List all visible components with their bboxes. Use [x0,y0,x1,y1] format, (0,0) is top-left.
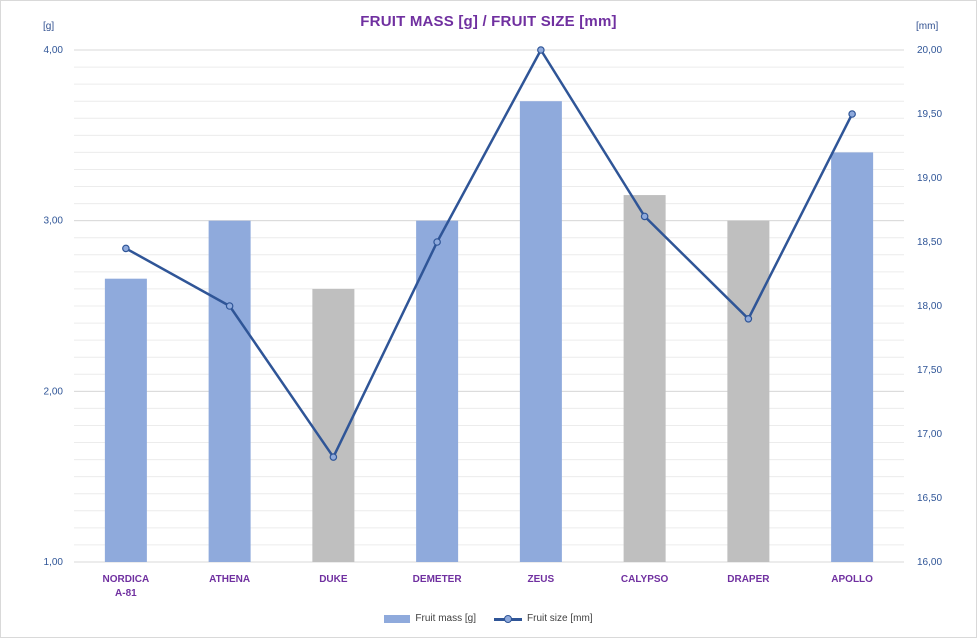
y-right-tick-label: 16,00 [917,557,942,568]
fruit-size-point-zeus [537,46,545,54]
chart-title: FRUIT MASS [g] / FRUIT SIZE [mm] [360,13,617,30]
y-right-tick-label: 18,50 [917,237,942,248]
y-right-tick-label: 16,50 [917,493,942,504]
bar-athena [208,220,251,562]
category-label: DRAPER [727,574,770,585]
y-right-tick-label: 17,00 [917,429,942,440]
chart-legend: Fruit mass [g] Fruit size [mm] [1,613,976,624]
y-left-tick-label: 2,00 [44,386,64,397]
fruit-size-point-nordica-a-81 [122,244,130,253]
right-axis-unit: [mm] [916,21,939,32]
bar-zeus [519,101,562,562]
bar-apollo [831,152,874,562]
fruit-size-point-demeter [433,238,441,246]
category-label: DUKE [319,574,348,585]
category-label: NORDICA [103,574,150,585]
category-label: APOLLO [831,574,873,585]
y-left-tick-label: 1,00 [44,557,64,568]
category-label: CALYPSO [621,574,669,585]
y-left-tick-label: 3,00 [44,216,64,227]
y-right-tick-label: 19,00 [917,173,942,184]
bar-calypso [623,195,666,563]
category-label: DEMETER [413,574,463,585]
y-left-tick-label: 4,00 [44,45,64,56]
y-right-tick-label: 19,50 [917,109,942,120]
chart-plot: 1,00 2,00 3,00 4,00 16,00 16,50 17,00 17,50 18,0… [44,45,943,599]
bar-draper [727,220,770,562]
bar-demeter [416,220,459,562]
legend-label-fruit-size: Fruit size [mm] [527,613,593,624]
legend-item-fruit-size: Fruit size [mm] [494,613,593,624]
fruit-size-point-calypso [640,212,649,221]
fruit-size-point-apollo [848,110,856,118]
category-label: ATHENA [209,574,250,585]
fruit-size-line [125,48,854,459]
y-right-tick-label: 17,50 [917,365,942,376]
fruit-size-point-draper [744,314,753,323]
bar-nordica-a-81 [104,278,147,562]
fruit-size-point-duke [329,453,338,461]
legend-label-fruit-mass: Fruit mass [g] [415,613,476,624]
legend-swatch-bar [384,614,411,623]
category-label: ZEUS [528,574,555,585]
legend-swatch-line [494,614,522,624]
y-right-tick-label: 18,00 [917,301,942,312]
legend-item-fruit-mass: Fruit mass [g] [384,613,476,624]
category-label: A-81 [115,588,137,599]
y-right-tick-label: 20,00 [917,45,942,56]
fruit-size-point-athena [225,302,234,310]
left-axis-unit: [g] [43,21,55,32]
